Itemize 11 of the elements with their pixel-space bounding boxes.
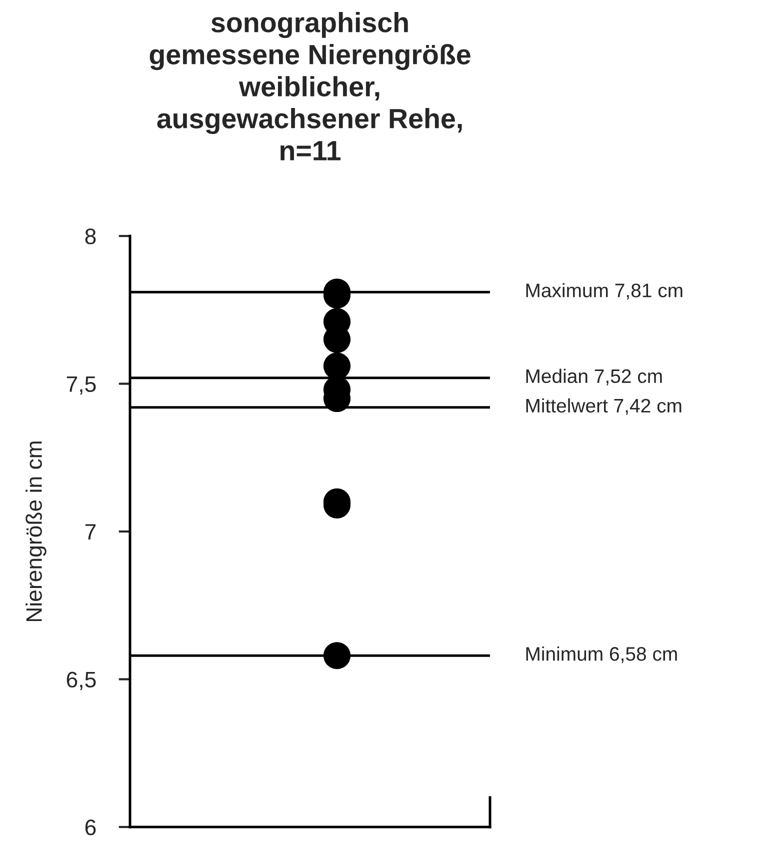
ref-line-label: Maximum 7,81 cm: [526, 283, 682, 300]
ref-line-label: Minimum 6,58 cm: [526, 646, 677, 664]
y-tick-label: 6: [85, 820, 96, 836]
ref-line-label: Median 7,52 cm: [526, 368, 662, 386]
y-tick-label: 6,5: [66, 672, 96, 690]
y-tick-label: 7: [85, 524, 96, 540]
chart-title: sonographisch gemessene Nierengröße weiblicher, ausgewachsener Rehe, n=11: [150, 12, 470, 160]
y-tick-label: 7,5: [66, 376, 96, 395]
ref-line-label: Mittelwert 7,42 cm: [526, 398, 682, 415]
y-tick-label: 8: [85, 228, 96, 244]
y-axis-title: Nierengröße in cm: [26, 442, 46, 622]
